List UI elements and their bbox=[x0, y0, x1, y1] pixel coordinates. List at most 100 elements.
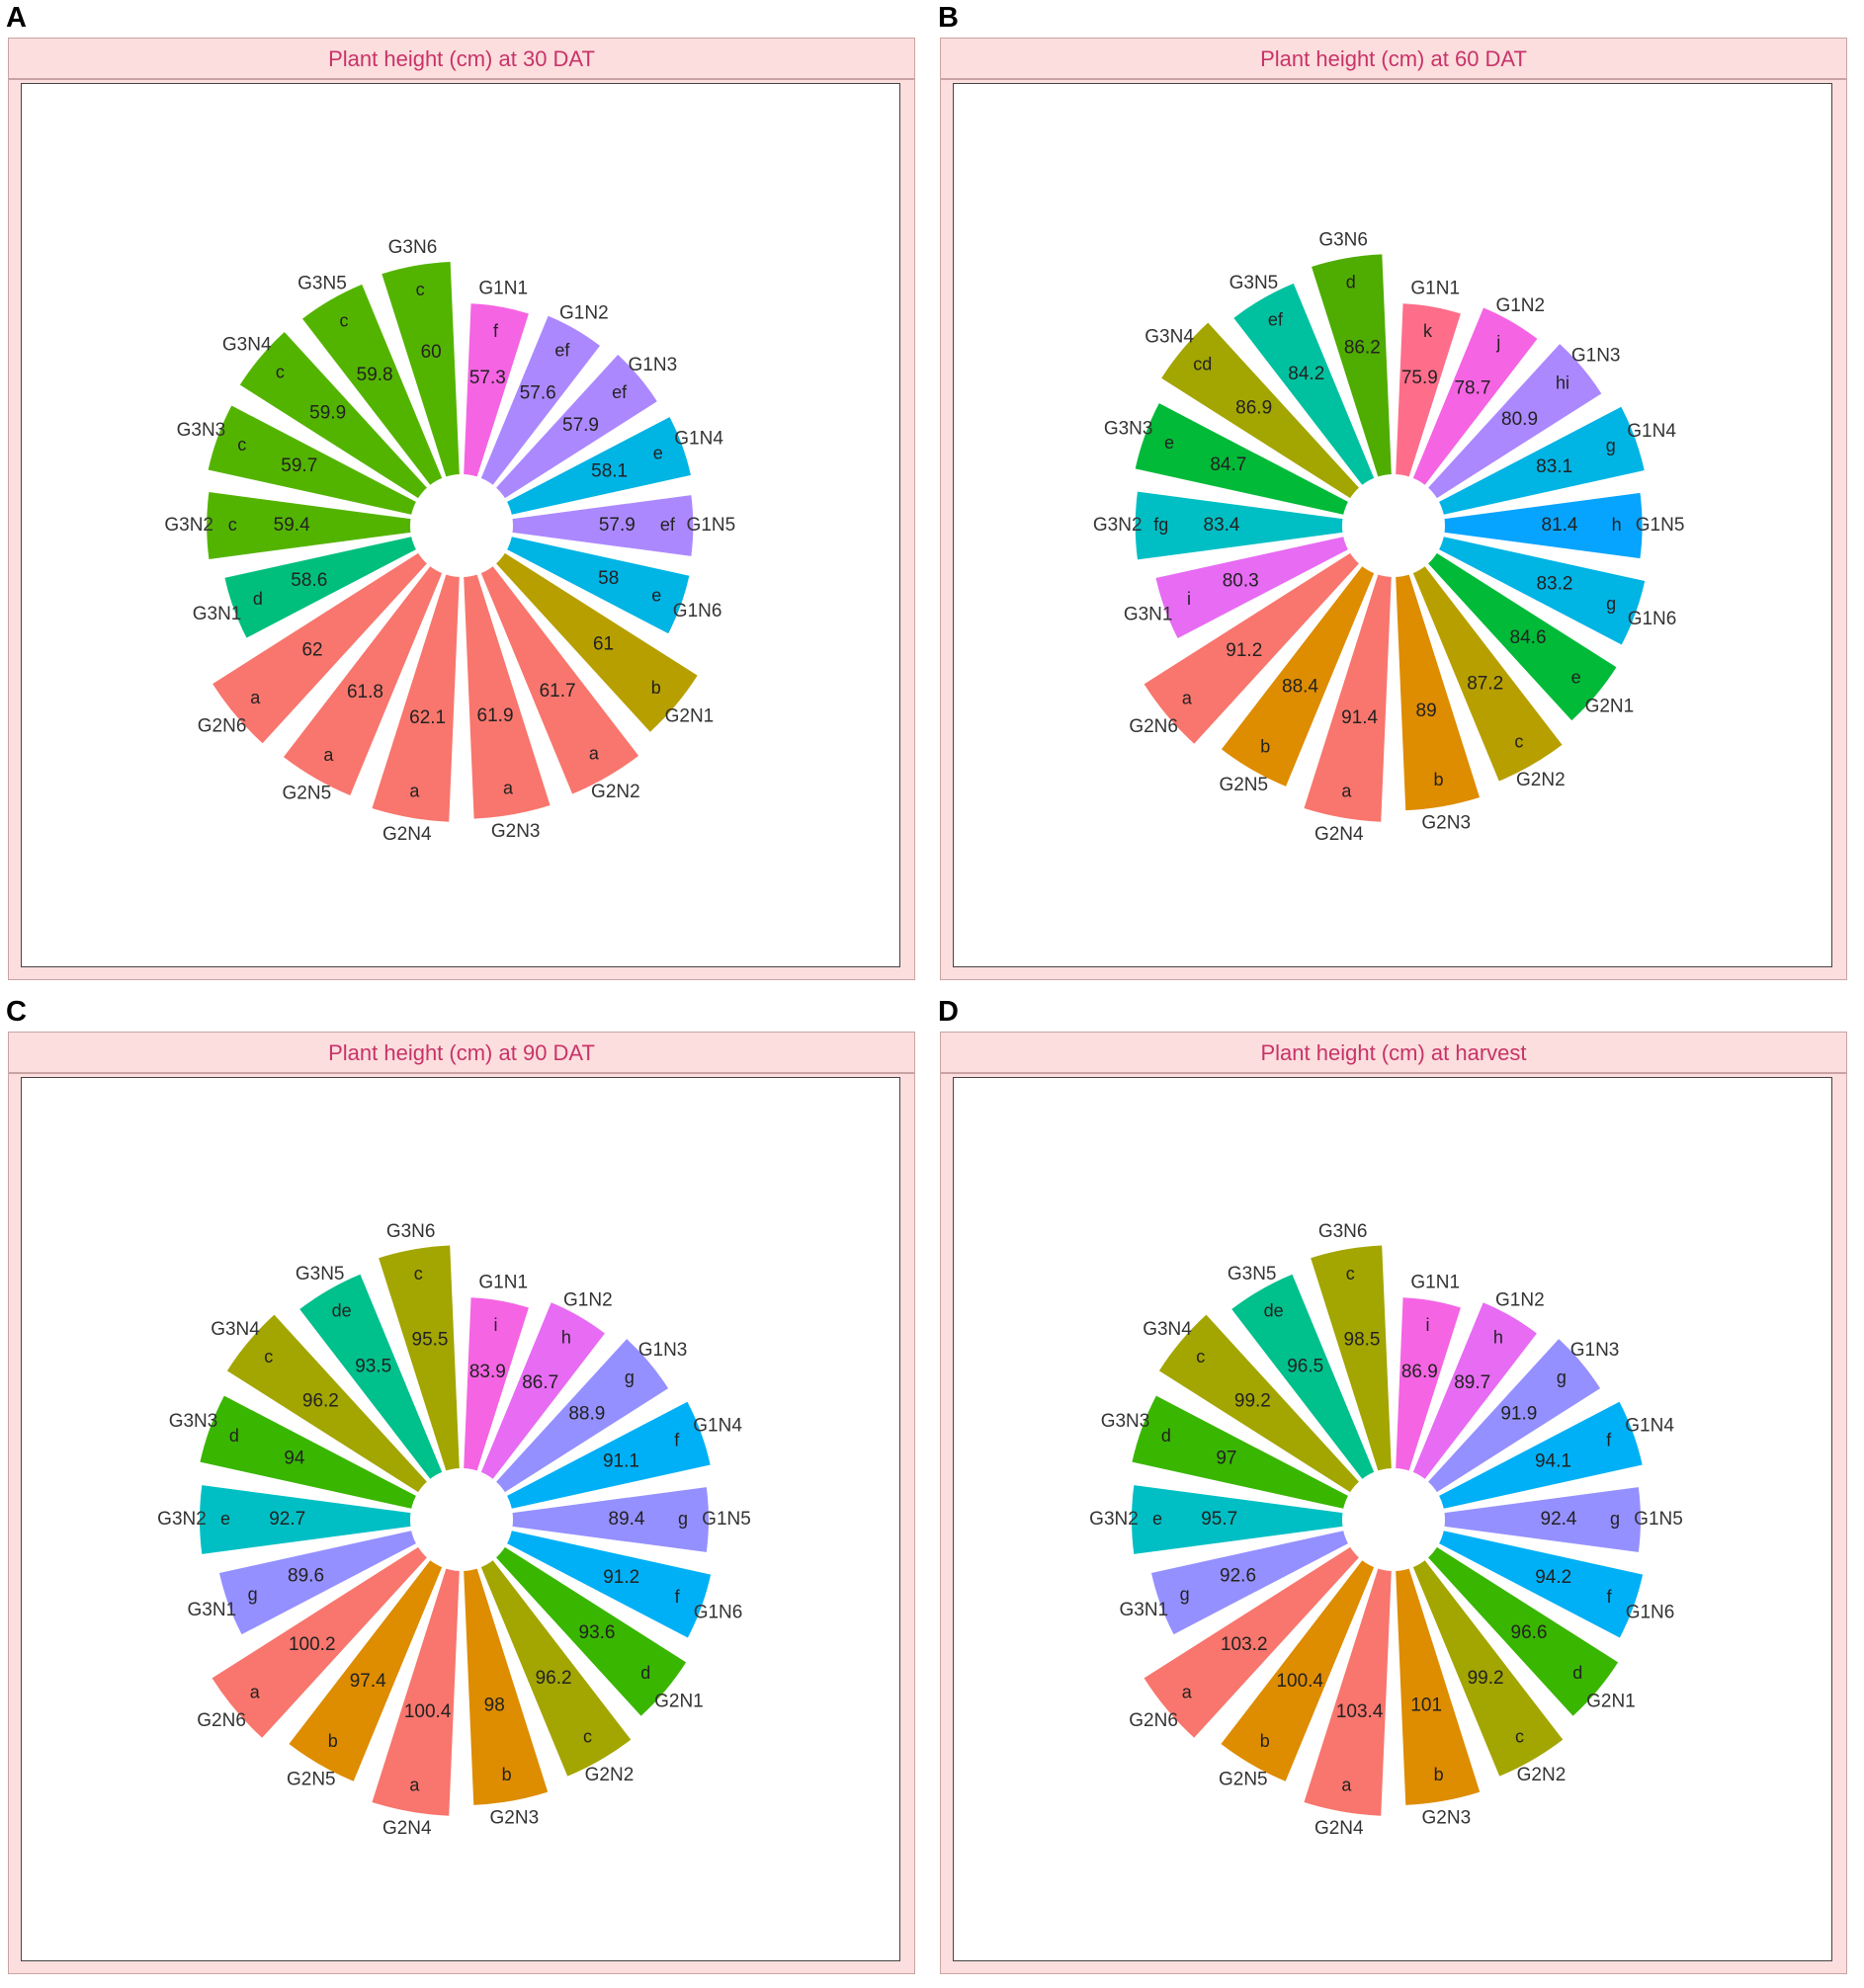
value-label: 86.9 bbox=[1401, 1362, 1438, 1382]
bar-wedge bbox=[1221, 1560, 1375, 1781]
bar-wedge bbox=[1135, 403, 1348, 515]
bar-wedge bbox=[1428, 1339, 1601, 1493]
category-label: G2N2 bbox=[591, 782, 640, 802]
value-label: 100.4 bbox=[1276, 1671, 1323, 1692]
value-label: 61.7 bbox=[540, 681, 576, 702]
bar-wedge bbox=[464, 574, 551, 819]
bar-wedge bbox=[1132, 1485, 1343, 1554]
chart-title: Plant height (cm) at harvest bbox=[1260, 1040, 1527, 1065]
category-label: G1N2 bbox=[563, 1290, 613, 1311]
category-label: G3N3 bbox=[1104, 418, 1153, 439]
significance-letter: d bbox=[1346, 273, 1356, 292]
significance-letter: f bbox=[674, 1430, 680, 1450]
category-label: G1N5 bbox=[1634, 1509, 1683, 1530]
plot-area: 75.9 k G1N1 78.7 j G1N2 80.9 hi G1N3 83.1 g G1N4 81.… bbox=[953, 83, 1832, 967]
value-label: 91.2 bbox=[1226, 640, 1262, 661]
value-label: 93.6 bbox=[579, 1622, 616, 1643]
polar-bar-chart: 83.9iG1N186.7hG1N288.9gG1N391.1fG1N489.4… bbox=[157, 1221, 751, 1839]
category-label: G3N1 bbox=[187, 1600, 236, 1620]
bar-wedge bbox=[496, 1546, 687, 1716]
significance-letter: de bbox=[1264, 1301, 1284, 1321]
value-label: 60 bbox=[421, 342, 442, 363]
panel-letter: C bbox=[6, 996, 27, 1028]
bar-wedge bbox=[496, 1339, 669, 1493]
value-label: 89.4 bbox=[609, 1509, 645, 1530]
category-label: G2N4 bbox=[1314, 1818, 1364, 1839]
significance-letter: g bbox=[248, 1585, 258, 1605]
value-label: 94.2 bbox=[1535, 1567, 1571, 1588]
category-label: G2N6 bbox=[198, 715, 247, 736]
category-label: G2N5 bbox=[1219, 775, 1268, 795]
significance-letter: a bbox=[589, 744, 600, 764]
bar-wedge bbox=[224, 537, 416, 638]
significance-letter: g bbox=[1610, 1509, 1620, 1529]
value-label: 84.2 bbox=[1288, 364, 1324, 384]
bar-wedge bbox=[1155, 537, 1348, 638]
category-label: G2N3 bbox=[490, 1807, 540, 1828]
significance-letter: a bbox=[503, 779, 514, 798]
bar-wedge bbox=[1412, 1302, 1537, 1479]
polar-bar-chart: 75.9kG1N178.7jG1N280.9hiG1N383.1gG1N481.… bbox=[1093, 230, 1685, 846]
category-label: G1N1 bbox=[1410, 279, 1460, 299]
bar-wedge bbox=[1439, 537, 1646, 645]
significance-letter: a bbox=[409, 1776, 420, 1795]
significance-letter: b bbox=[502, 1765, 512, 1784]
significance-letter: e bbox=[1152, 1509, 1162, 1529]
polar-bar-chart: 86.9iG1N189.7hG1N291.9gG1N394.1fG1N492.4… bbox=[1089, 1221, 1683, 1839]
significance-letter: i bbox=[494, 1315, 498, 1335]
value-label: 95.5 bbox=[412, 1330, 449, 1351]
bar-wedge bbox=[496, 552, 698, 732]
value-label: 80.3 bbox=[1223, 570, 1259, 591]
value-label: 59.9 bbox=[309, 402, 346, 423]
value-label: 97 bbox=[1216, 1448, 1236, 1468]
value-label: 75.9 bbox=[1401, 368, 1438, 388]
value-label: 87.2 bbox=[1467, 674, 1503, 695]
significance-letter: f bbox=[1607, 1587, 1613, 1607]
significance-letter: fg bbox=[1153, 515, 1168, 535]
category-label: G3N3 bbox=[1101, 1411, 1150, 1432]
value-label: 83.9 bbox=[469, 1362, 506, 1382]
value-label: 57.9 bbox=[599, 515, 635, 536]
bar-wedge bbox=[239, 331, 427, 499]
bar-wedge bbox=[1428, 1546, 1619, 1716]
value-label: 62.1 bbox=[409, 707, 446, 728]
significance-letter: c bbox=[276, 363, 285, 382]
bar-wedge bbox=[507, 1401, 711, 1509]
significance-letter: f bbox=[493, 321, 499, 341]
value-label: 62 bbox=[301, 640, 322, 661]
value-label: 96.2 bbox=[302, 1390, 339, 1411]
category-label: G1N2 bbox=[559, 303, 609, 324]
category-label: G2N6 bbox=[197, 1710, 246, 1731]
category-label: G1N5 bbox=[687, 515, 736, 536]
bar-wedge bbox=[208, 405, 416, 515]
value-label: 94 bbox=[284, 1448, 305, 1468]
category-label: G1N5 bbox=[1636, 515, 1685, 536]
value-label: 92.7 bbox=[269, 1509, 305, 1530]
significance-letter: c bbox=[228, 515, 237, 535]
category-label: G1N3 bbox=[638, 1340, 688, 1361]
value-label: 84.6 bbox=[1510, 627, 1547, 648]
category-label: G2N3 bbox=[1422, 1807, 1472, 1828]
significance-letter: g bbox=[625, 1367, 635, 1387]
bar-wedge bbox=[1396, 1568, 1481, 1805]
category-label: G3N3 bbox=[177, 420, 226, 441]
bar-wedge bbox=[289, 1560, 443, 1781]
significance-letter: i bbox=[1187, 589, 1191, 609]
value-label: 91.2 bbox=[603, 1567, 639, 1588]
category-label: G1N5 bbox=[702, 1509, 751, 1530]
category-label: G2N2 bbox=[1517, 1765, 1567, 1785]
category-label: G1N6 bbox=[673, 601, 722, 621]
category-label: G2N5 bbox=[287, 1770, 336, 1790]
value-label: 97.4 bbox=[350, 1671, 386, 1692]
panel-letter: B bbox=[938, 2, 959, 34]
value-label: 99.2 bbox=[1468, 1668, 1504, 1689]
bar-wedge bbox=[379, 1245, 460, 1471]
bar-wedge bbox=[1231, 1274, 1375, 1479]
value-label: 61.9 bbox=[477, 705, 514, 726]
bar-wedge bbox=[512, 1487, 710, 1552]
bar-wedge bbox=[372, 574, 460, 822]
bar-wedge bbox=[1304, 1568, 1392, 1816]
value-label: 92.4 bbox=[1541, 1509, 1577, 1530]
bar-wedge bbox=[1396, 1297, 1461, 1471]
category-label: G3N4 bbox=[222, 335, 272, 356]
